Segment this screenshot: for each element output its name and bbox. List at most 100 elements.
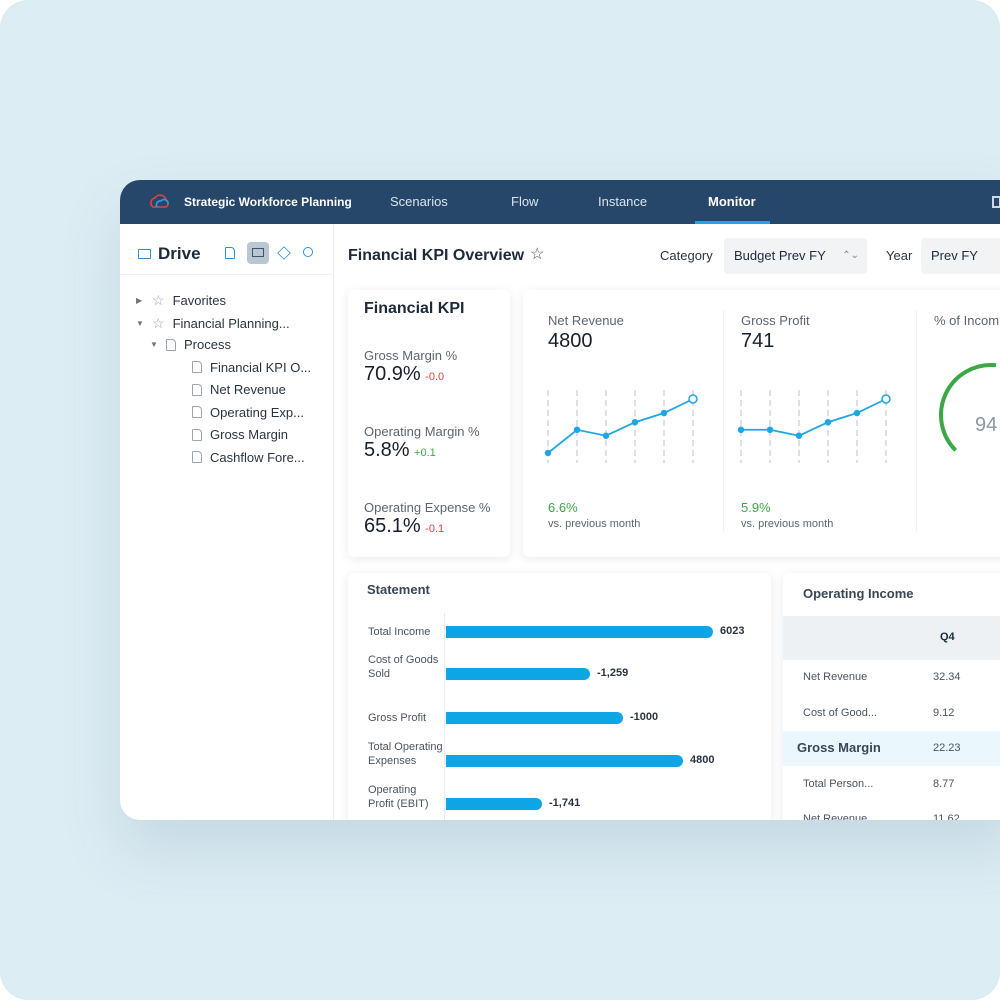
metrics-card: Net Revenue 4800 6.6% vs. previous month… [523,290,1000,557]
tree-item[interactable]: Operating Exp... [164,405,304,420]
caret-right-icon[interactable]: ▶ [136,296,143,305]
operating-income-card: Operating Income Q4 Net Revenue 32.34 Co… [783,573,1000,820]
bar [446,712,623,724]
folder-view-button[interactable] [247,242,269,264]
kpi-delta: +0.1 [414,447,436,459]
table-row[interactable]: Net Revenue 32.34 [783,660,1000,695]
new-document-icon[interactable] [225,247,235,259]
document-icon [192,406,202,418]
caret-down-icon[interactable]: ▼ [136,318,144,328]
sparkline-point [795,432,803,439]
metric-value: 4800 [548,330,593,352]
sparkline [547,398,694,454]
table-row[interactable]: Total Person... 8.77 [783,767,1000,802]
bar-label: Total Operating Expenses [368,741,443,767]
table-row[interactable]: Net Revenue 11.62 [783,802,1000,820]
nav-scenarios[interactable]: Scenarios [390,194,448,209]
bar-label: Operating Profit (EBIT) [368,784,429,810]
bar-label: Total Income [368,626,431,638]
tree-item[interactable]: Gross Margin [164,427,288,442]
app-window: Strategic Workforce Planning Scenarios F… [120,180,1000,820]
divider [723,310,724,532]
caret-down-icon[interactable]: ▼ [150,340,158,349]
kpi-delta: -0.1 [425,523,445,535]
year-label: Year [886,248,913,263]
cube-icon[interactable] [277,246,291,260]
kpi-value: 65.1% [364,515,421,537]
gauge [939,363,997,452]
tree-item[interactable]: Financial KPI O... [164,360,311,375]
sparkline-point [544,449,552,457]
tree-item[interactable]: ▼ Process [150,337,231,352]
bar [446,626,713,638]
nav-instance[interactable]: Instance [598,194,648,209]
search-icon[interactable] [303,247,313,257]
tree-item[interactable]: Cashflow Fore... [164,450,305,465]
column-header-q4: Q4 [940,631,955,643]
bar-label: Cost of Goods Sold [368,654,439,680]
divider [120,274,334,275]
kpi-label: Operating Expense % [364,500,491,515]
bar-label: Gross Profit [368,712,427,724]
bar [446,798,542,810]
kpi-value-row: 65.1% -0.1 [364,515,444,538]
kpi-value: 70.9% [364,363,421,385]
sidebar-title: Drive [158,244,201,263]
document-icon [192,383,202,396]
nav-flow[interactable]: Flow [511,194,539,209]
document-icon [192,361,202,373]
sparkline-chart [737,390,891,463]
active-tab-indicator [695,221,770,224]
document-icon [192,451,202,463]
document-icon [192,428,202,441]
metric-note: vs. previous month [548,518,641,530]
category-select[interactable]: Budget Prev FY ⌃⌄ [724,238,867,274]
nav-monitor[interactable]: Monitor [708,194,756,209]
financial-kpi-card: Financial KPI Gross Margin % 70.9% -0.0 O… [348,290,510,557]
row-label: Gross Margin [797,740,881,755]
bar-value: -1000 [630,711,659,723]
metric-change: 5.9% [741,500,771,515]
kpi-delta: -0.0 [425,371,445,383]
kpi-value-row: 5.8% +0.1 [364,439,436,462]
sparkline-point [602,432,610,439]
gauge-arc [939,363,997,452]
page-title: Financial KPI Overview [348,247,525,264]
table-row[interactable]: Cost of Good... 9.12 [783,696,1000,731]
bar [446,668,590,680]
sparkline-point [766,426,774,434]
sparkline-point [853,409,861,417]
row-value: 8.77 [933,777,955,790]
kpi-value: 5.8% [364,439,410,461]
category-value: Budget Prev FY [734,248,826,263]
tree-item[interactable]: ▶ ☆ Favorites [136,292,226,309]
tree-item-label: Favorites [172,293,227,308]
bar-value: 4800 [690,754,715,766]
year-value: Prev FY [931,248,978,263]
tree-item[interactable]: ▼ ☆ Financial Planning... [136,315,290,332]
sparkline-point [881,394,891,404]
grid-menu-icon[interactable] [992,196,1000,208]
tree-item-label: Process [184,337,231,352]
table-header: Q4 [783,616,1000,660]
row-label: Total Person... [803,777,874,790]
tree-item-label: Net Revenue [210,382,286,397]
star-icon: ☆ [152,314,165,331]
sparkline-chart [544,390,698,463]
sparkline-point [824,418,832,426]
bar-value: -1,259 [597,667,629,679]
sparkline-point [688,394,698,404]
favorite-star-icon[interactable]: ☆ [530,246,545,263]
row-label: Net Revenue [803,671,868,683]
divider [916,310,917,532]
table-row[interactable]: Gross Margin 22.23 [783,731,1000,766]
sparkline [741,398,887,437]
tree-item-label: Financial Planning... [172,315,290,331]
sparkline-point [573,426,581,434]
tree-item[interactable]: Net Revenue [164,382,286,397]
bar [446,755,683,767]
metric-change: 6.6% [548,500,578,515]
row-label: Net Revenue [803,813,868,820]
year-select[interactable]: Prev FY [921,238,1000,274]
tree-item-label: Gross Margin [210,427,289,442]
